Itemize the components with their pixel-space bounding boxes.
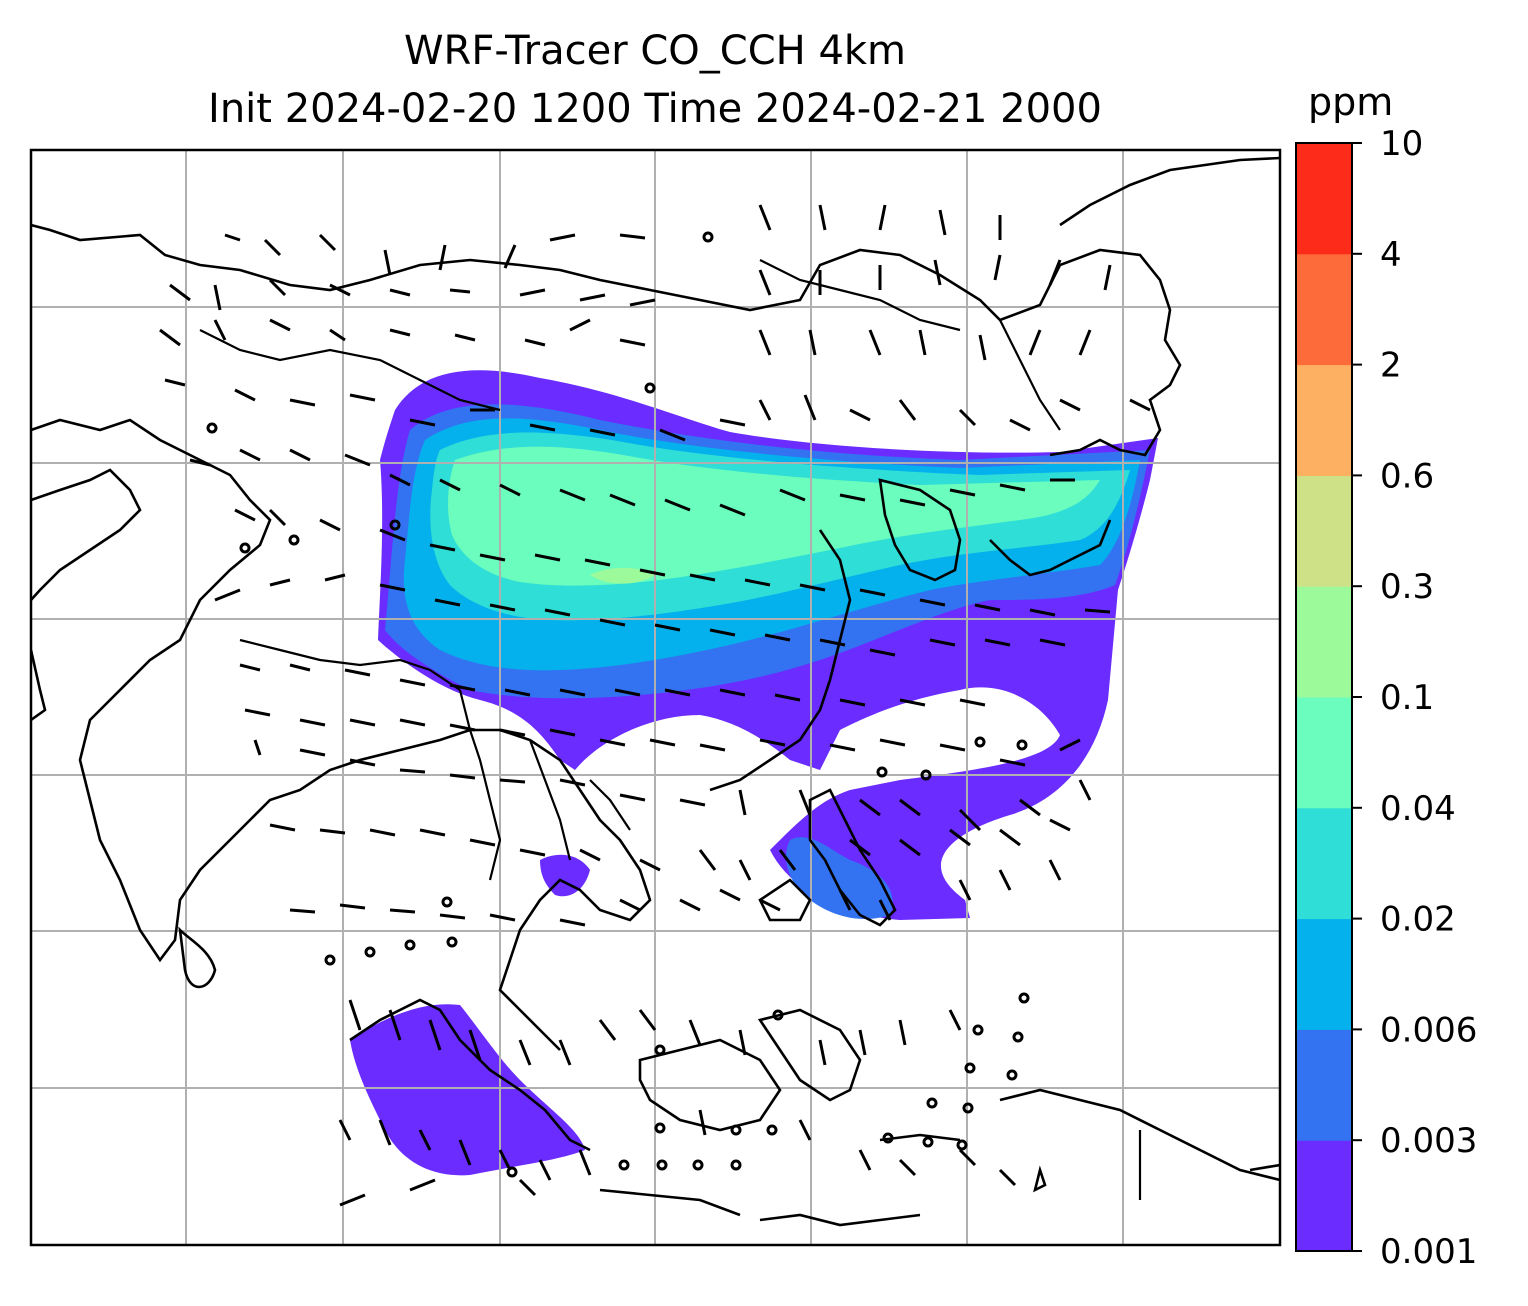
colorbar-band-6 xyxy=(1296,475,1352,587)
colorbar-tick-label: 4 xyxy=(1380,235,1402,275)
colorbar-band-4 xyxy=(1296,697,1352,809)
wind-barbs xyxy=(159,204,1151,1207)
plume-level5 xyxy=(448,446,1100,586)
colorbar-tick-label: 0.006 xyxy=(1380,1010,1477,1050)
colorbar-tick-label: 0.02 xyxy=(1380,900,1456,940)
colorbar-tick-label: 0.6 xyxy=(1380,456,1434,496)
country-borders xyxy=(199,259,1142,1200)
colorbar-tick-label: 0.003 xyxy=(1380,1121,1477,1161)
colorbar-band-5 xyxy=(1296,586,1352,698)
colorbar-tick-label: 0.04 xyxy=(1380,789,1456,829)
map-title: WRF-Tracer CO_CCH 4km xyxy=(403,28,907,74)
tracer-plume xyxy=(350,370,1158,1176)
map-subtitle: Init 2024-02-20 1200 Time 2024-02-21 200… xyxy=(208,86,1102,132)
plume-south-west xyxy=(350,1004,585,1176)
colorbar-unit-label: ppm xyxy=(1308,80,1394,124)
colorbar-tick-label: 2 xyxy=(1380,346,1402,386)
plume-level6 xyxy=(590,567,655,584)
colorbar-tick-label: 10 xyxy=(1380,124,1423,164)
colorbar-tick-label: 0.001 xyxy=(1380,1232,1477,1272)
colorbar-band-9 xyxy=(1296,143,1352,255)
colorbar-band-3 xyxy=(1296,807,1352,920)
colorbar-band-0 xyxy=(1296,1140,1352,1252)
colorbar-band-8 xyxy=(1296,253,1352,366)
colorbar-tick-label: 0.1 xyxy=(1380,678,1434,718)
calm-wind-circles xyxy=(206,231,1030,1178)
colorbar-band-1 xyxy=(1296,1029,1352,1141)
colorbar-band-7 xyxy=(1296,364,1352,476)
colorbar-band-2 xyxy=(1296,918,1352,1030)
colorbar-tick-label: 0.3 xyxy=(1380,567,1434,607)
plume-philippines xyxy=(786,837,893,920)
gridlines xyxy=(31,150,1280,1245)
map-frame xyxy=(29,148,1282,1247)
